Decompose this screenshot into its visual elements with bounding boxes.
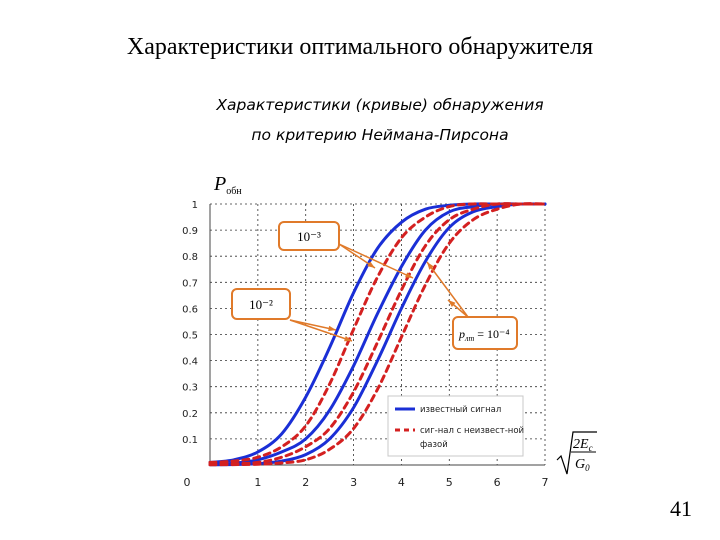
y-tick-label: 0.4 (182, 357, 198, 368)
arrow-head (405, 272, 413, 278)
y-tick-label: 1 (192, 200, 198, 211)
arrow-head (367, 261, 375, 268)
arrow-head (427, 262, 434, 270)
arrow-head (344, 336, 352, 342)
legend-box (387, 395, 524, 457)
chart-subtitle-line1: Характеристики (кривые) обнаружения (216, 96, 544, 114)
y-tick-label: 0.6 (182, 304, 198, 315)
slide-title: Характеристики оптимального обнаружителя (126, 34, 594, 60)
arrow-head (328, 325, 336, 332)
series-unknown-phase-4 (208, 202, 547, 466)
x-tick-label: 4 (398, 476, 405, 489)
arrow-head (448, 300, 456, 307)
annotation-arrow (426, 261, 469, 318)
x-axis-label-numerator: 2Ec (573, 437, 593, 453)
chart-axis-labels: Pобн 2Ec G0 (213, 173, 597, 475)
x-axis-label-denominator: G0 (575, 457, 590, 473)
x-axis-label-radical (556, 431, 597, 475)
callout-label-1e-2: 10⁻² (249, 297, 273, 312)
x-tick-label: 7 (542, 476, 549, 489)
chart-grid (210, 203, 546, 465)
callout-box-1e-2 (231, 288, 291, 320)
chart-callouts: 10⁻³ 10⁻² pлт = 10⁻⁴ (231, 221, 518, 350)
x-tick-label: 2 (302, 476, 309, 489)
chart-subtitle-line2: по критерию Неймана-Пирсона (251, 126, 509, 144)
y-tick-label: 0.2 (182, 409, 198, 420)
callout-box-1e-4 (452, 316, 518, 350)
x-tick-label: 3 (350, 476, 357, 489)
x-tick-label: 5 (446, 476, 453, 489)
x-tick-label: 1 (254, 476, 261, 489)
chart-series (208, 202, 547, 467)
y-tick-label: 0.9 (182, 226, 198, 237)
annotation-arrow (289, 319, 337, 331)
page-number: 41 (670, 496, 692, 521)
y-tick-label: 0.1 (182, 435, 198, 446)
chart-ticks: 0 1 2 3 4 5 6 7 0.1 0.2 0.3 0.4 0.5 0.6 0.7 0.8 0.9 1 (182, 200, 548, 489)
callout-label-1e-4: pлт = 10⁻⁴ (458, 327, 510, 343)
series-unknown-phase-3 (208, 202, 547, 464)
annotation-arrow (289, 319, 353, 342)
y-axis-label: Pобн (213, 173, 242, 197)
y-tick-label: 0.5 (182, 331, 198, 342)
callout-box-1e-3 (278, 221, 340, 251)
y-tick-label: 0.7 (182, 278, 198, 289)
series-unknown-phase-5 (208, 202, 547, 467)
annotation-arrow (338, 243, 414, 279)
legend-label-unknown-phase: сиг-нал с неизвест-ной (420, 426, 524, 436)
y-tick-label: 0.8 (182, 252, 198, 263)
legend-label-known-signal: известный сигнал (420, 405, 501, 415)
y-tick-label: 0.3 (182, 383, 198, 394)
legend-label-unknown-phase-2: фазой (420, 440, 448, 450)
x-tick-label: 0 (184, 476, 191, 489)
chart-legend: известный сигнал сиг-нал с неизвест-ной фа… (387, 395, 524, 457)
x-tick-label: 6 (494, 476, 501, 489)
callout-label-1e-3: 10⁻³ (297, 229, 321, 244)
